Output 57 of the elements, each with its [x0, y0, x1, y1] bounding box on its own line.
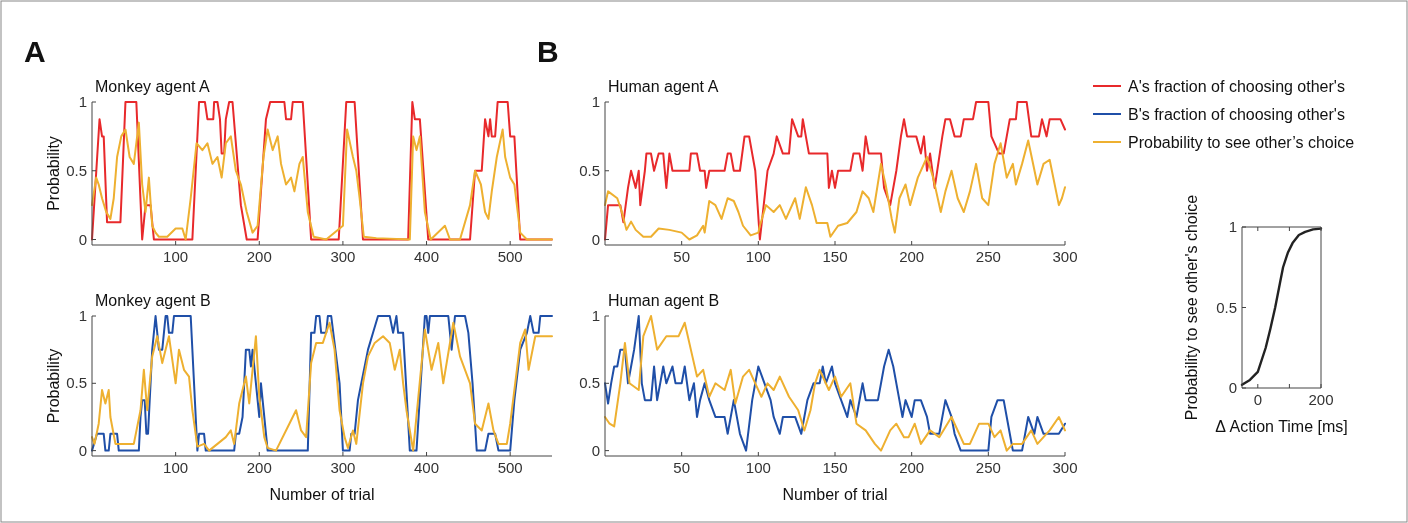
line-series: [604, 315, 1066, 452]
y-tick-label: 0: [1228, 379, 1237, 396]
x-axis-title: Number of trial: [269, 486, 375, 503]
line-series: [1240, 227, 1323, 386]
y-tick-label: 0.5: [66, 374, 87, 392]
y-tick-label: 1: [78, 307, 87, 324]
y-tick-label: 0.5: [66, 161, 87, 179]
x-tick-label: 100: [163, 248, 189, 265]
x-tick-label: 300: [330, 459, 356, 476]
legend-label: A's fraction of choosing other's: [1128, 78, 1345, 95]
x-tick-label: 150: [822, 248, 848, 265]
chart-title: Human agent B: [608, 292, 720, 309]
x-tick-label: 300: [1052, 459, 1078, 476]
y-tick-label: 1: [591, 307, 600, 324]
y-tick-label: 0: [78, 230, 87, 248]
y-axis-title: Probability: [45, 136, 62, 211]
y-tick-label: 1: [78, 93, 87, 110]
x-tick-label: 100: [745, 248, 771, 265]
line-series: [604, 139, 1066, 241]
x-tick-label: 200: [246, 248, 272, 265]
y-tick-label: 0.5: [1216, 298, 1237, 316]
y-tick-label: 1: [591, 93, 600, 110]
y-tick-label: 0: [591, 441, 600, 459]
x-tick-label: 400: [414, 459, 440, 476]
x-tick-label: 50: [673, 248, 691, 265]
chart-title: Monkey agent B: [95, 292, 211, 309]
text: B: [537, 35, 559, 68]
x-tick-label: 400: [414, 248, 440, 265]
y-tick-label: 0.5: [579, 374, 600, 392]
x-axis-title: Number of trial: [782, 486, 888, 503]
chart-title: Human agent A: [608, 78, 719, 95]
x-tick-label: 300: [1052, 248, 1078, 265]
x-tick-label: 500: [497, 248, 523, 265]
x-tick-label: 200: [899, 459, 925, 476]
y-tick-label: 0.5: [579, 161, 600, 179]
x-tick-label: 250: [975, 248, 1001, 265]
y-tick-label: 0: [78, 441, 87, 459]
x-axis-title: Δ Action Time [ms]: [1215, 418, 1348, 435]
text: Probability to see other’s choice: [1128, 134, 1355, 151]
y-axis-title: Probability to see other's choice: [1183, 194, 1200, 421]
x-tick-label: 300: [330, 248, 356, 265]
x-tick-label: 100: [745, 459, 771, 476]
line-series: [604, 101, 1066, 241]
x-tick-label: 200: [246, 459, 272, 476]
chart-title: Monkey agent A: [95, 78, 211, 95]
legend-label: B's fraction of choosing other's: [1128, 106, 1345, 123]
y-tick-label: 1: [1228, 218, 1237, 235]
text: A: [24, 35, 46, 68]
y-axis-title: Probability: [45, 348, 62, 424]
x-tick-label: 250: [975, 459, 1001, 476]
x-tick-label: 50: [673, 459, 691, 476]
x-tick-label: 100: [163, 459, 189, 476]
x-tick-label: 200: [1308, 391, 1334, 408]
y-tick-label: 0: [591, 230, 600, 248]
x-tick-label: 500: [497, 459, 523, 476]
x-tick-label: 200: [899, 248, 925, 265]
x-tick-label: 150: [822, 459, 848, 476]
